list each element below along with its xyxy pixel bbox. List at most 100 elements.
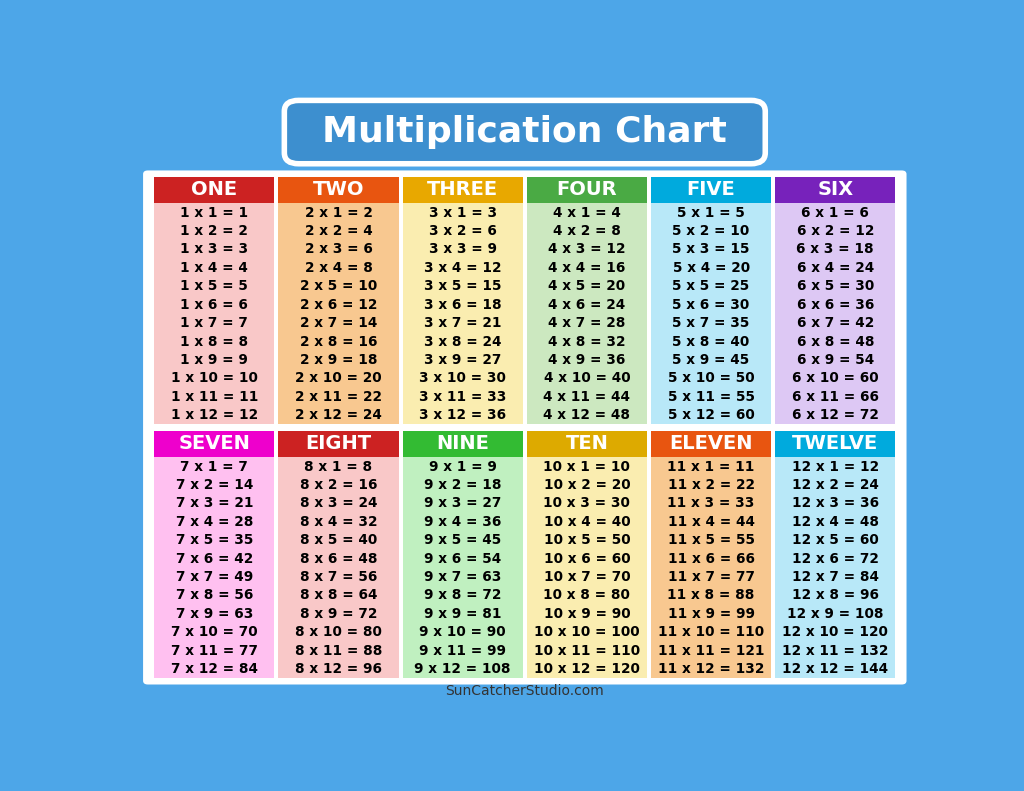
Text: 9 x 4 = 36: 9 x 4 = 36 bbox=[424, 515, 502, 528]
Text: 12 x 11 = 132: 12 x 11 = 132 bbox=[782, 644, 889, 658]
Bar bbox=[279, 430, 398, 457]
Bar bbox=[526, 203, 647, 425]
Text: 4 x 3 = 12: 4 x 3 = 12 bbox=[548, 242, 626, 256]
Text: FIVE: FIVE bbox=[687, 180, 735, 199]
Text: 6 x 8 = 48: 6 x 8 = 48 bbox=[797, 335, 874, 349]
Text: 11 x 5 = 55: 11 x 5 = 55 bbox=[668, 533, 755, 547]
Bar bbox=[279, 457, 398, 679]
Bar bbox=[155, 457, 274, 679]
Text: 10 x 8 = 80: 10 x 8 = 80 bbox=[544, 589, 631, 603]
Text: 10 x 4 = 40: 10 x 4 = 40 bbox=[544, 515, 630, 528]
Text: 5 x 1 = 5: 5 x 1 = 5 bbox=[677, 206, 745, 220]
Text: 2 x 10 = 20: 2 x 10 = 20 bbox=[295, 371, 382, 385]
Text: 4 x 7 = 28: 4 x 7 = 28 bbox=[548, 316, 626, 330]
Text: 10 x 9 = 90: 10 x 9 = 90 bbox=[544, 607, 630, 621]
Text: 12 x 9 = 108: 12 x 9 = 108 bbox=[787, 607, 884, 621]
Text: 2 x 3 = 6: 2 x 3 = 6 bbox=[304, 242, 373, 256]
Text: 1 x 9 = 9: 1 x 9 = 9 bbox=[180, 353, 248, 367]
Text: 1 x 4 = 4: 1 x 4 = 4 bbox=[180, 261, 248, 274]
Text: SIX: SIX bbox=[817, 180, 853, 199]
Text: 9 x 9 = 81: 9 x 9 = 81 bbox=[424, 607, 502, 621]
Text: 7 x 12 = 84: 7 x 12 = 84 bbox=[171, 662, 258, 676]
Text: 1 x 6 = 6: 1 x 6 = 6 bbox=[180, 297, 248, 312]
Text: 7 x 6 = 42: 7 x 6 = 42 bbox=[176, 551, 253, 566]
Bar bbox=[775, 176, 895, 203]
Text: 3 x 6 = 18: 3 x 6 = 18 bbox=[424, 297, 502, 312]
Text: 1 x 8 = 8: 1 x 8 = 8 bbox=[180, 335, 249, 349]
Text: 2 x 5 = 10: 2 x 5 = 10 bbox=[300, 279, 377, 293]
Text: 2 x 7 = 14: 2 x 7 = 14 bbox=[300, 316, 377, 330]
Text: 7 x 7 = 49: 7 x 7 = 49 bbox=[176, 570, 253, 584]
Text: 11 x 7 = 77: 11 x 7 = 77 bbox=[668, 570, 755, 584]
Text: 5 x 10 = 50: 5 x 10 = 50 bbox=[668, 371, 755, 385]
Text: 3 x 7 = 21: 3 x 7 = 21 bbox=[424, 316, 502, 330]
Text: 8 x 7 = 56: 8 x 7 = 56 bbox=[300, 570, 377, 584]
Text: 7 x 10 = 70: 7 x 10 = 70 bbox=[171, 626, 258, 639]
Text: 6 x 12 = 72: 6 x 12 = 72 bbox=[792, 408, 879, 422]
Text: 10 x 1 = 10: 10 x 1 = 10 bbox=[544, 460, 631, 474]
Text: 12 x 4 = 48: 12 x 4 = 48 bbox=[792, 515, 879, 528]
Text: 10 x 10 = 100: 10 x 10 = 100 bbox=[535, 626, 640, 639]
Bar bbox=[775, 457, 895, 679]
Text: 5 x 12 = 60: 5 x 12 = 60 bbox=[668, 408, 755, 422]
Text: 5 x 11 = 55: 5 x 11 = 55 bbox=[668, 390, 755, 403]
Text: TEN: TEN bbox=[565, 434, 608, 453]
Bar bbox=[526, 457, 647, 679]
Text: 3 x 12 = 36: 3 x 12 = 36 bbox=[419, 408, 506, 422]
Text: 12 x 5 = 60: 12 x 5 = 60 bbox=[792, 533, 879, 547]
Text: 8 x 9 = 72: 8 x 9 = 72 bbox=[300, 607, 377, 621]
Text: 12 x 1 = 12: 12 x 1 = 12 bbox=[792, 460, 879, 474]
Text: 12 x 10 = 120: 12 x 10 = 120 bbox=[782, 626, 888, 639]
Text: 3 x 5 = 15: 3 x 5 = 15 bbox=[424, 279, 502, 293]
Text: 12 x 7 = 84: 12 x 7 = 84 bbox=[792, 570, 879, 584]
Text: SunCatcherStudio.com: SunCatcherStudio.com bbox=[445, 684, 604, 698]
Text: 4 x 1 = 4: 4 x 1 = 4 bbox=[553, 206, 621, 220]
Text: 7 x 9 = 63: 7 x 9 = 63 bbox=[176, 607, 253, 621]
Text: 8 x 11 = 88: 8 x 11 = 88 bbox=[295, 644, 382, 658]
Text: 8 x 2 = 16: 8 x 2 = 16 bbox=[300, 478, 377, 492]
Text: 1 x 1 = 1: 1 x 1 = 1 bbox=[180, 206, 249, 220]
Text: 9 x 10 = 90: 9 x 10 = 90 bbox=[420, 626, 506, 639]
Text: 9 x 6 = 54: 9 x 6 = 54 bbox=[424, 551, 502, 566]
Text: 5 x 8 = 40: 5 x 8 = 40 bbox=[673, 335, 750, 349]
Text: 5 x 6 = 30: 5 x 6 = 30 bbox=[673, 297, 750, 312]
Text: ONE: ONE bbox=[191, 180, 238, 199]
Bar bbox=[526, 176, 647, 203]
Bar bbox=[651, 430, 771, 457]
Text: 4 x 5 = 20: 4 x 5 = 20 bbox=[548, 279, 626, 293]
Text: 10 x 3 = 30: 10 x 3 = 30 bbox=[544, 497, 631, 510]
Text: 3 x 8 = 24: 3 x 8 = 24 bbox=[424, 335, 502, 349]
Text: 6 x 9 = 54: 6 x 9 = 54 bbox=[797, 353, 873, 367]
Bar bbox=[279, 176, 398, 203]
Text: 10 x 5 = 50: 10 x 5 = 50 bbox=[544, 533, 630, 547]
Text: 6 x 4 = 24: 6 x 4 = 24 bbox=[797, 261, 873, 274]
Text: 5 x 9 = 45: 5 x 9 = 45 bbox=[673, 353, 750, 367]
Text: 8 x 10 = 80: 8 x 10 = 80 bbox=[295, 626, 382, 639]
Bar bbox=[402, 457, 523, 679]
Text: 9 x 8 = 72: 9 x 8 = 72 bbox=[424, 589, 502, 603]
Text: 5 x 4 = 20: 5 x 4 = 20 bbox=[673, 261, 750, 274]
Text: 10 x 11 = 110: 10 x 11 = 110 bbox=[534, 644, 640, 658]
Text: 7 x 3 = 21: 7 x 3 = 21 bbox=[175, 497, 253, 510]
Text: 7 x 11 = 77: 7 x 11 = 77 bbox=[171, 644, 258, 658]
Text: 8 x 8 = 64: 8 x 8 = 64 bbox=[300, 589, 377, 603]
Text: 10 x 12 = 120: 10 x 12 = 120 bbox=[534, 662, 640, 676]
Text: 6 x 11 = 66: 6 x 11 = 66 bbox=[792, 390, 879, 403]
Text: 11 x 6 = 66: 11 x 6 = 66 bbox=[668, 551, 755, 566]
Text: 5 x 5 = 25: 5 x 5 = 25 bbox=[673, 279, 750, 293]
Text: 1 x 5 = 5: 1 x 5 = 5 bbox=[180, 279, 248, 293]
Text: 11 x 4 = 44: 11 x 4 = 44 bbox=[668, 515, 755, 528]
Text: 8 x 3 = 24: 8 x 3 = 24 bbox=[300, 497, 377, 510]
Bar bbox=[155, 203, 274, 425]
Text: 9 x 3 = 27: 9 x 3 = 27 bbox=[424, 497, 502, 510]
Text: 3 x 3 = 9: 3 x 3 = 9 bbox=[429, 242, 497, 256]
Text: 4 x 6 = 24: 4 x 6 = 24 bbox=[548, 297, 626, 312]
Text: TWO: TWO bbox=[312, 180, 365, 199]
Text: 2 x 12 = 24: 2 x 12 = 24 bbox=[295, 408, 382, 422]
Text: 9 x 5 = 45: 9 x 5 = 45 bbox=[424, 533, 502, 547]
Text: 12 x 6 = 72: 12 x 6 = 72 bbox=[792, 551, 879, 566]
Text: 3 x 1 = 3: 3 x 1 = 3 bbox=[429, 206, 497, 220]
FancyBboxPatch shape bbox=[143, 170, 906, 684]
Bar bbox=[651, 176, 771, 203]
Text: 7 x 5 = 35: 7 x 5 = 35 bbox=[176, 533, 253, 547]
